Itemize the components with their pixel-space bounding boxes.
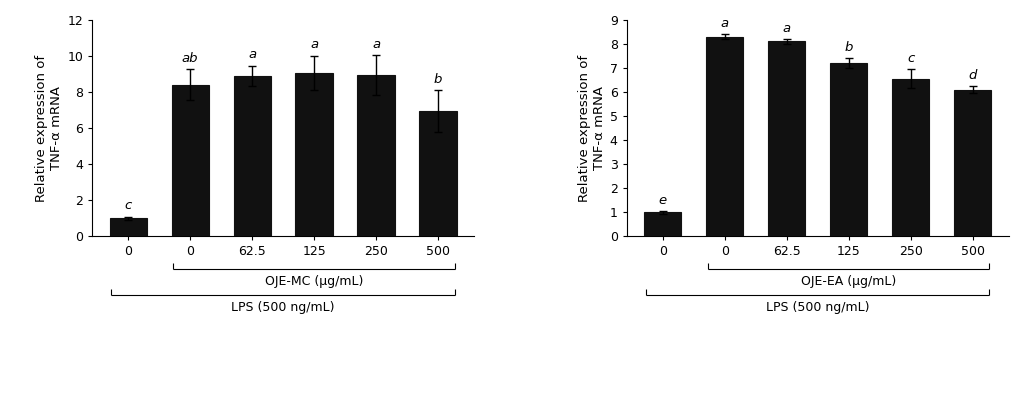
Bar bbox=[420, 111, 457, 236]
Text: ab: ab bbox=[182, 52, 199, 65]
Y-axis label: Relative expression of
TNF-α mRNA: Relative expression of TNF-α mRNA bbox=[35, 54, 63, 202]
Bar bbox=[830, 63, 867, 236]
Bar bbox=[892, 79, 930, 236]
Bar bbox=[954, 89, 991, 236]
Bar bbox=[171, 85, 209, 236]
Text: d: d bbox=[969, 69, 977, 82]
Bar bbox=[357, 75, 394, 236]
Bar bbox=[296, 73, 333, 236]
Y-axis label: Relative expression of
TNF-α mRNA: Relative expression of TNF-α mRNA bbox=[578, 54, 605, 202]
Bar bbox=[768, 41, 805, 236]
Bar bbox=[644, 212, 681, 236]
Text: e: e bbox=[658, 194, 667, 207]
Text: LPS (500 ng/mL): LPS (500 ng/mL) bbox=[766, 301, 869, 314]
Text: c: c bbox=[907, 52, 914, 65]
Bar bbox=[110, 218, 146, 236]
Bar bbox=[707, 37, 743, 236]
Text: LPS (500 ng/mL): LPS (500 ng/mL) bbox=[231, 301, 335, 314]
Text: OJE-EA (μg/mL): OJE-EA (μg/mL) bbox=[801, 275, 896, 288]
Text: c: c bbox=[125, 199, 132, 212]
Text: a: a bbox=[782, 22, 791, 35]
Text: OJE-MC (μg/mL): OJE-MC (μg/mL) bbox=[265, 275, 364, 288]
Text: a: a bbox=[310, 39, 318, 52]
Bar bbox=[233, 76, 270, 236]
Text: a: a bbox=[248, 48, 256, 61]
Text: a: a bbox=[721, 17, 729, 30]
Text: b: b bbox=[845, 41, 853, 54]
Text: b: b bbox=[434, 73, 442, 86]
Text: a: a bbox=[372, 37, 380, 50]
